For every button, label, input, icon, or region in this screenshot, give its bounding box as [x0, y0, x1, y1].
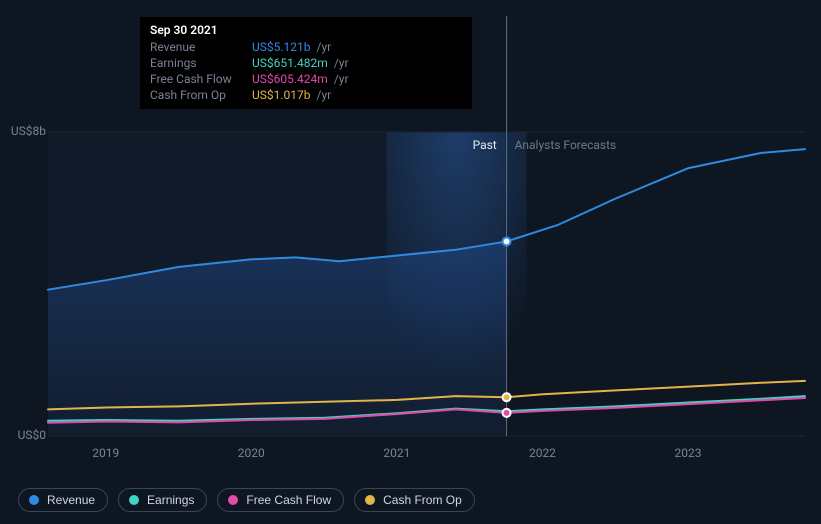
region-past-label: Past	[473, 138, 497, 152]
legend-free_cash_flow[interactable]: Free Cash Flow	[217, 488, 344, 512]
x-tick-label: 2022	[529, 446, 556, 460]
y-tick-label: US$8b	[2, 124, 46, 138]
region-forecast-label: Analysts Forecasts	[515, 138, 617, 152]
tooltip: Sep 30 2021 Revenue US$5.121b/yr Earnings U…	[140, 17, 472, 109]
legend-dot-icon	[29, 495, 39, 505]
chart-root: Sep 30 2021 Revenue US$5.121b/yr Earnings U…	[0, 0, 821, 524]
x-tick-label: 2019	[92, 446, 119, 460]
tooltip-value: US$651.482m	[252, 56, 328, 70]
tooltip-title: Sep 30 2021	[150, 23, 462, 37]
marker-cash_from_op	[503, 393, 511, 401]
legend-cash_from_op[interactable]: Cash From Op	[354, 488, 475, 512]
legend-label: Free Cash Flow	[246, 493, 331, 507]
x-tick-label: 2023	[675, 446, 702, 460]
tooltip-unit: /yr	[334, 72, 349, 86]
legend-label: Earnings	[147, 493, 194, 507]
legend-revenue[interactable]: Revenue	[18, 488, 108, 512]
legend-dot-icon	[129, 495, 139, 505]
tooltip-row: Cash From Op US$1.017b/yr	[150, 87, 462, 103]
legend: Revenue Earnings Free Cash Flow Cash From O…	[18, 488, 475, 512]
legend-label: Cash From Op	[383, 493, 462, 507]
tooltip-unit: /yr	[317, 88, 332, 102]
x-tick-label: 2021	[383, 446, 410, 460]
tooltip-row: Free Cash Flow US$605.424m/yr	[150, 71, 462, 87]
tooltip-label: Cash From Op	[150, 88, 246, 102]
tooltip-value: US$5.121b	[252, 40, 311, 54]
tooltip-row: Earnings US$651.482m/yr	[150, 55, 462, 71]
tooltip-label: Earnings	[150, 56, 246, 70]
tooltip-value: US$605.424m	[252, 72, 328, 86]
marker-revenue	[503, 237, 511, 245]
tooltip-unit: /yr	[334, 56, 349, 70]
marker-free_cash_flow	[503, 409, 511, 417]
legend-label: Revenue	[47, 493, 95, 507]
legend-dot-icon	[365, 495, 375, 505]
legend-dot-icon	[228, 495, 238, 505]
legend-earnings[interactable]: Earnings	[118, 488, 207, 512]
tooltip-row: Revenue US$5.121b/yr	[150, 39, 462, 55]
tooltip-label: Free Cash Flow	[150, 72, 246, 86]
tooltip-label: Revenue	[150, 40, 246, 54]
y-tick-label: US$0	[2, 428, 46, 442]
tooltip-value: US$1.017b	[252, 88, 311, 102]
tooltip-unit: /yr	[317, 40, 332, 54]
x-tick-label: 2020	[238, 446, 265, 460]
